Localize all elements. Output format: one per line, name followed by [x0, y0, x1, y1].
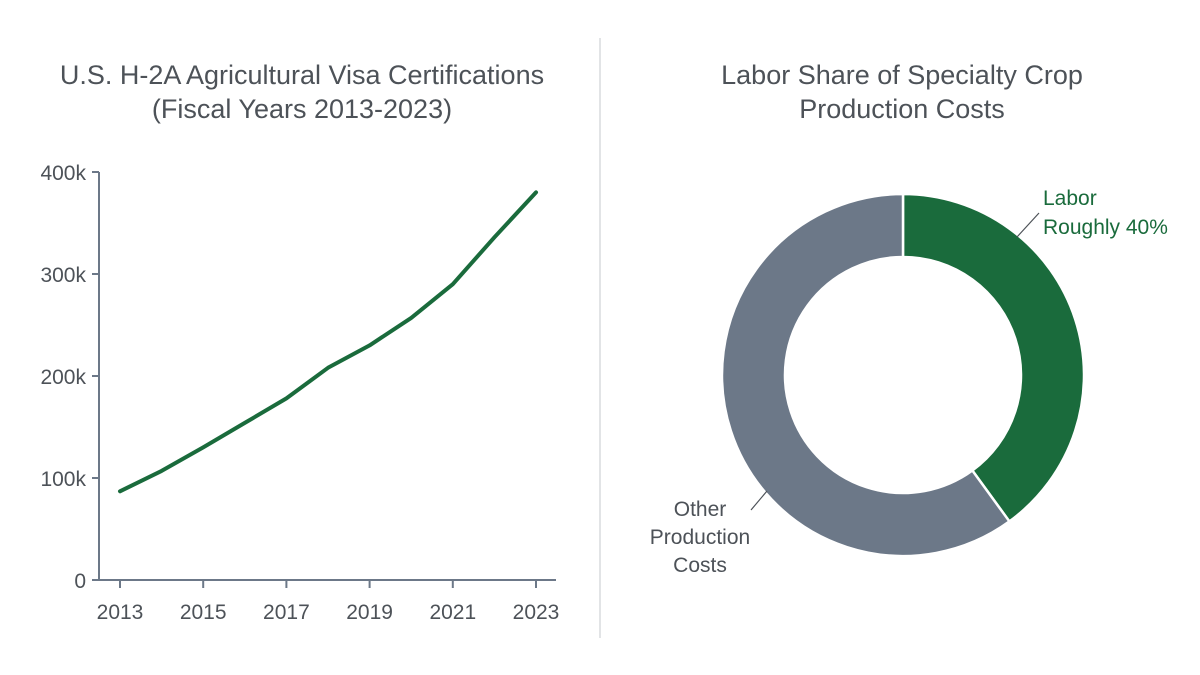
x-tick-label: 2021 [429, 601, 476, 624]
donut-chart-title-line2: Production Costs [799, 94, 1005, 124]
donut-chart: Labor Roughly 40% Other Production Costs [650, 187, 1168, 577]
line-chart-title-line2: (Fiscal Years 2013-2023) [151, 94, 453, 124]
y-tick-label: 300k [40, 264, 86, 287]
other-leader-line [750, 490, 768, 511]
labor-label-line2: Roughly 40% [1043, 216, 1168, 239]
y-tick-label: 200k [40, 366, 86, 389]
donut-slice-labor [901, 192, 1086, 524]
other-label-line1: Other [674, 498, 727, 521]
other-label-line2: Production [650, 526, 750, 549]
line-chart: 0 100k 200k 300k 400k 2013 2015 2017 2019 2021 202… [40, 162, 560, 624]
y-tick-label: 100k [40, 468, 86, 491]
donut-chart-title-line1: Labor Share of Specialty Crop [721, 60, 1083, 90]
donut-chart-title: Labor Share of Specialty Crop Production… [601, 58, 1200, 126]
donut-chart-panel: Labor Share of Specialty Crop Production… [601, 0, 1200, 675]
x-tick-label: 2015 [180, 601, 227, 624]
y-tick-label: 0 [74, 570, 86, 593]
line-chart-title-line1: U.S. H-2A Agricultural Visa Certificatio… [59, 60, 545, 90]
labor-leader-line [1016, 212, 1040, 238]
panel-divider [599, 38, 601, 638]
labor-label-line1: Labor [1043, 187, 1097, 210]
line-chart-title: U.S. H-2A Agricultural Visa Certificatio… [2, 58, 602, 126]
x-tick-label: 2023 [513, 601, 560, 624]
x-tick-label: 2013 [97, 601, 144, 624]
x-tick-label: 2019 [346, 601, 393, 624]
donut-slice-other [720, 192, 1012, 558]
line-series [118, 190, 538, 494]
other-label-line3: Costs [673, 554, 727, 577]
x-tick-label: 2017 [263, 601, 310, 624]
y-tick-label: 400k [40, 162, 86, 185]
line-chart-panel: U.S. H-2A Agricultural Visa Certificatio… [2, 58, 602, 624]
